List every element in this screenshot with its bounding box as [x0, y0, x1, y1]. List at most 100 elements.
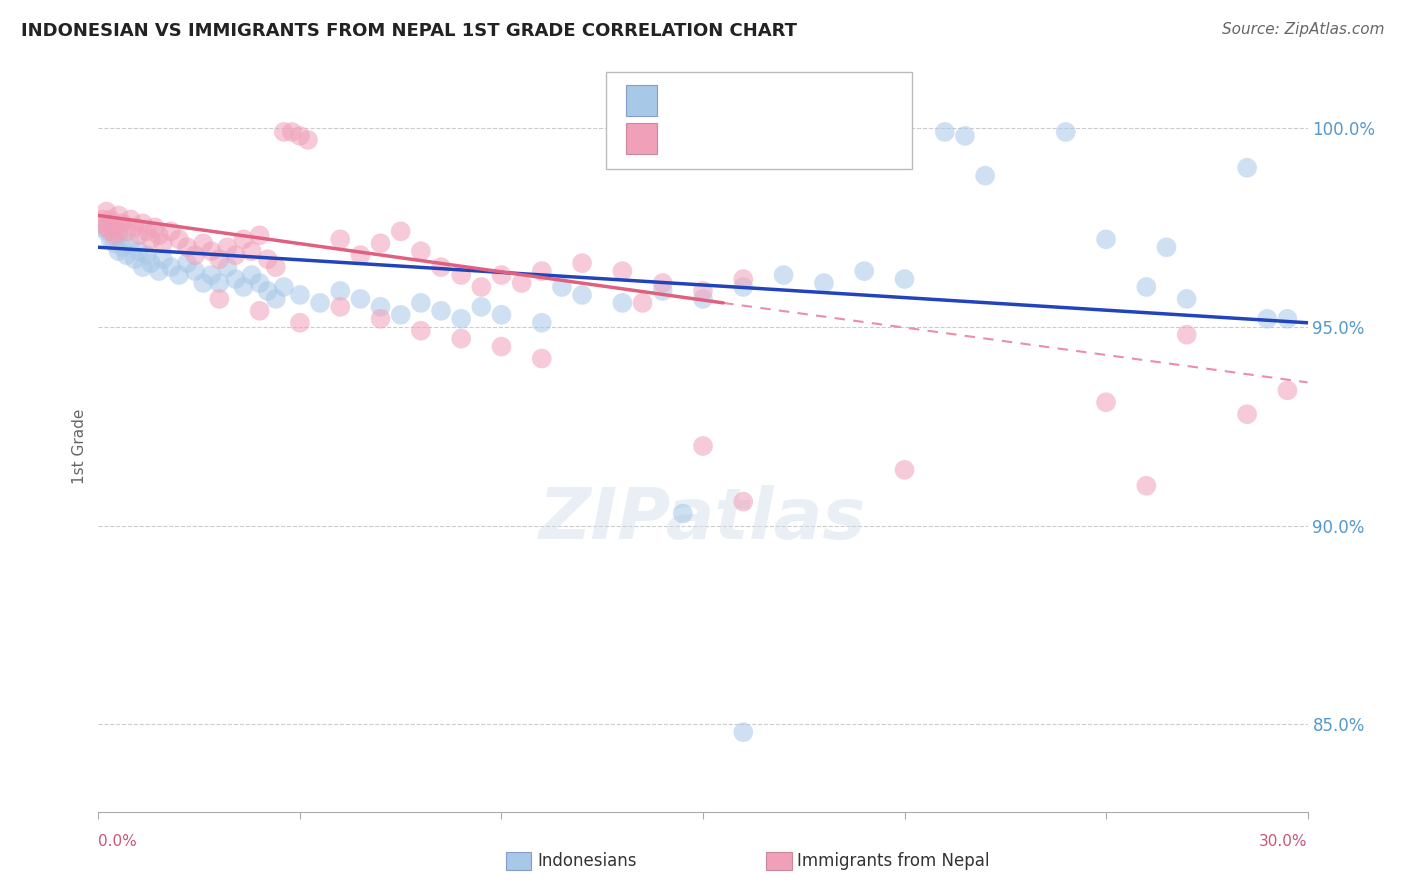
Point — [184, 248, 207, 262]
Point — [91, 216, 114, 230]
Point — [152, 236, 174, 251]
Point — [224, 272, 246, 286]
Point — [389, 308, 412, 322]
Point — [143, 220, 166, 235]
Point — [224, 248, 246, 262]
Point — [208, 276, 231, 290]
Point — [240, 244, 263, 259]
Point — [148, 264, 170, 278]
Point — [208, 252, 231, 267]
Point — [167, 268, 190, 282]
Point — [612, 296, 634, 310]
Point — [1135, 479, 1157, 493]
Point — [256, 252, 278, 267]
Point — [256, 284, 278, 298]
Point — [176, 240, 198, 254]
Point — [297, 133, 319, 147]
Point — [772, 268, 794, 282]
Point — [217, 240, 239, 254]
Point — [651, 276, 673, 290]
Point — [1236, 161, 1258, 175]
Point — [139, 256, 162, 270]
Point — [128, 228, 150, 243]
Point — [107, 244, 129, 259]
Point — [692, 439, 714, 453]
Point — [176, 256, 198, 270]
Point — [491, 308, 513, 322]
Point — [240, 268, 263, 282]
Point — [167, 232, 190, 246]
Point — [430, 303, 453, 318]
Point — [1135, 280, 1157, 294]
Text: Immigrants from Nepal: Immigrants from Nepal — [797, 852, 990, 870]
Point — [148, 228, 170, 243]
Point — [733, 272, 755, 286]
Point — [107, 228, 129, 243]
Point — [96, 204, 118, 219]
Point — [510, 276, 533, 290]
Point — [1175, 292, 1198, 306]
Point — [96, 224, 118, 238]
Point — [530, 264, 553, 278]
Point — [135, 224, 157, 238]
Point — [530, 316, 553, 330]
Point — [91, 212, 114, 227]
Point — [273, 280, 295, 294]
Point — [100, 224, 122, 238]
Point — [651, 284, 673, 298]
Point — [934, 125, 956, 139]
Point — [672, 507, 695, 521]
Point — [135, 248, 157, 262]
Point — [329, 300, 352, 314]
Point — [288, 316, 311, 330]
Point — [631, 296, 654, 310]
Point — [370, 311, 392, 326]
Point — [232, 280, 254, 294]
Point — [111, 216, 134, 230]
Text: 0.0%: 0.0% — [98, 834, 138, 849]
Point — [491, 268, 513, 282]
Point — [281, 125, 304, 139]
Point — [571, 288, 593, 302]
Point — [450, 332, 472, 346]
Point — [139, 232, 162, 246]
Point — [1277, 311, 1299, 326]
Point — [733, 725, 755, 739]
Point — [111, 240, 134, 254]
Point — [152, 252, 174, 267]
Point — [409, 244, 432, 259]
Point — [115, 224, 138, 238]
Point — [128, 244, 150, 259]
Point — [813, 276, 835, 290]
Point — [893, 463, 915, 477]
Point — [1236, 407, 1258, 421]
Point — [193, 276, 215, 290]
Point — [232, 232, 254, 246]
Point — [612, 264, 634, 278]
Point — [1256, 311, 1278, 326]
Point — [409, 324, 432, 338]
Point — [1156, 240, 1178, 254]
Point — [853, 264, 876, 278]
Point — [184, 264, 207, 278]
Point — [571, 256, 593, 270]
Point — [733, 494, 755, 508]
Point — [160, 224, 183, 238]
Point — [692, 292, 714, 306]
Point — [200, 244, 222, 259]
Point — [107, 224, 129, 238]
Point — [389, 224, 412, 238]
Point — [249, 228, 271, 243]
Point — [953, 128, 976, 143]
Point — [288, 288, 311, 302]
Point — [100, 212, 122, 227]
Point — [893, 272, 915, 286]
Point — [160, 260, 183, 274]
Point — [1175, 327, 1198, 342]
Point — [530, 351, 553, 366]
Point — [249, 303, 271, 318]
Point — [132, 216, 155, 230]
Point — [1054, 125, 1077, 139]
Point — [1095, 395, 1118, 409]
Point — [120, 212, 142, 227]
